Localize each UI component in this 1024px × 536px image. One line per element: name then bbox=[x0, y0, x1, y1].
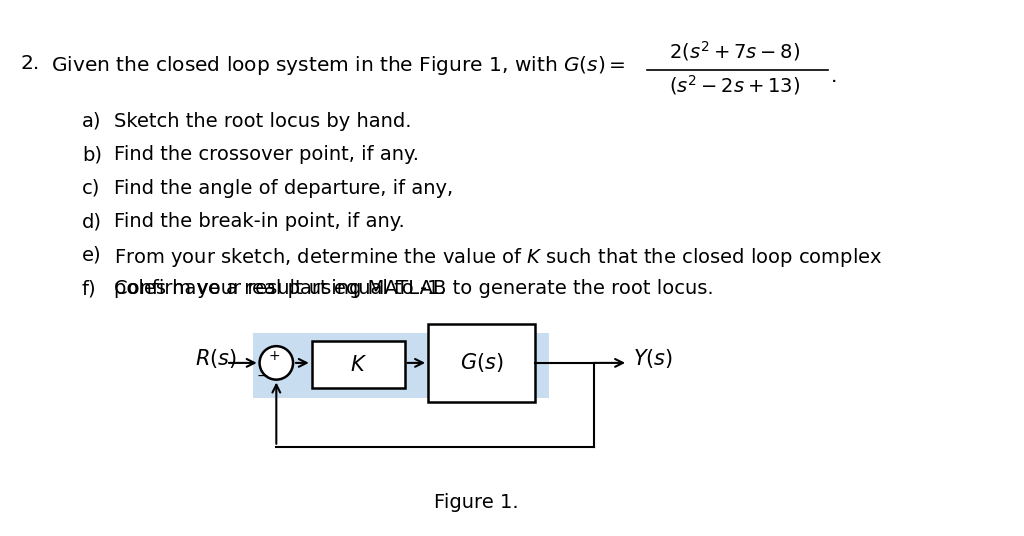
Text: a): a) bbox=[82, 111, 101, 131]
Text: Find the break-in point, if any.: Find the break-in point, if any. bbox=[114, 212, 404, 231]
Text: $G(s)$: $G(s)$ bbox=[460, 352, 503, 375]
Bar bbox=[428, 324, 535, 402]
Text: b): b) bbox=[82, 145, 101, 164]
Text: $(s^2-2s+13)$: $(s^2-2s+13)$ bbox=[670, 72, 801, 96]
Circle shape bbox=[259, 346, 293, 379]
Bar bbox=[253, 333, 549, 398]
Text: $-$: $-$ bbox=[256, 368, 268, 382]
Text: Confirm your result using MATLAB to generate the root locus.: Confirm your result using MATLAB to gene… bbox=[114, 279, 713, 298]
Text: e): e) bbox=[82, 245, 101, 265]
Text: c): c) bbox=[82, 178, 100, 198]
Text: +: + bbox=[268, 349, 281, 363]
Text: poles have a real part equal to -1.: poles have a real part equal to -1. bbox=[114, 279, 445, 298]
Text: Sketch the root locus by hand.: Sketch the root locus by hand. bbox=[114, 111, 411, 131]
Text: $R(s)$: $R(s)$ bbox=[196, 347, 238, 370]
Text: $K$: $K$ bbox=[349, 355, 367, 375]
Text: Find the crossover point, if any.: Find the crossover point, if any. bbox=[114, 145, 419, 164]
Text: .: . bbox=[830, 67, 838, 86]
Text: Find the angle of departure, if any,: Find the angle of departure, if any, bbox=[114, 178, 453, 198]
Bar bbox=[311, 341, 404, 388]
Text: $2(s^2+7s-8)$: $2(s^2+7s-8)$ bbox=[670, 39, 801, 63]
Text: From your sketch, determine the value of $K$ such that the closed loop complex: From your sketch, determine the value of… bbox=[114, 245, 882, 269]
Text: Given the closed loop system in the Figure 1, with $G(s)=$: Given the closed loop system in the Figu… bbox=[51, 54, 626, 77]
Text: Figure 1.: Figure 1. bbox=[434, 493, 518, 512]
Text: 2.: 2. bbox=[20, 54, 40, 73]
Text: $Y(s)$: $Y(s)$ bbox=[633, 347, 673, 370]
Text: d): d) bbox=[82, 212, 101, 231]
Text: f): f) bbox=[82, 279, 96, 298]
